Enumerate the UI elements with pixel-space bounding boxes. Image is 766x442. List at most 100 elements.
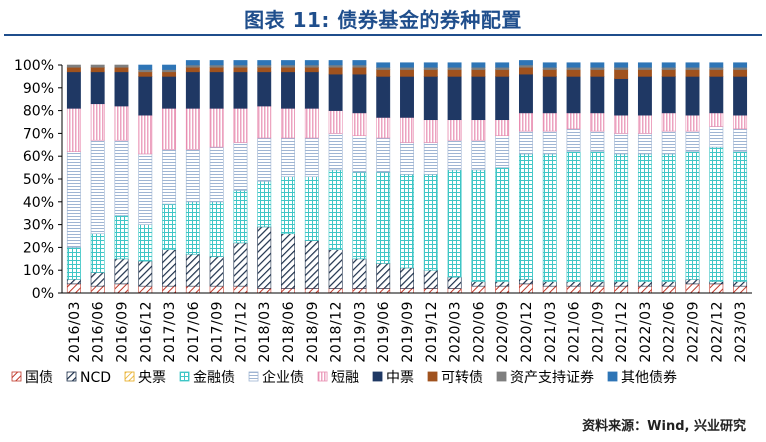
- bar-segment-可转债: [304, 66, 319, 73]
- x-tick-label: 2021/12: [614, 301, 630, 363]
- bar-segment-NCD: [400, 267, 414, 289]
- bar-segment-其他债券: [495, 62, 510, 68]
- y-tick-label: 30%: [23, 218, 54, 234]
- bar-segment-NCD: [661, 281, 676, 287]
- bar-segment-国债: [66, 283, 81, 294]
- bar-segment-中票: [352, 73, 367, 114]
- bar-segment-NCD: [209, 256, 224, 287]
- bar-segment-NCD: [281, 233, 295, 289]
- bar-segment-NCD: [257, 226, 272, 289]
- bar-segment-企业债: [257, 137, 272, 182]
- bar-segment-中票: [542, 76, 557, 114]
- bar-segment-资产支持证券: [471, 66, 486, 70]
- bar-segment-资产支持证券: [66, 64, 81, 68]
- bar-segment-国债: [138, 285, 153, 294]
- x-tick-label: 2019/06: [376, 301, 392, 363]
- x-tick-label: 2020/06: [471, 301, 487, 363]
- bar-segment-NCD: [733, 281, 748, 287]
- bar-segment-其他债券: [304, 60, 319, 66]
- bar-segment-国债: [281, 288, 295, 294]
- bar-segment-可转债: [90, 66, 105, 73]
- x-tick-label: 2018/06: [281, 301, 297, 363]
- bar-segment-其他债券: [709, 62, 724, 68]
- bar-segment-中票: [423, 76, 438, 121]
- bar-segment-其他债券: [447, 62, 462, 68]
- x-tick-label: 2016/09: [114, 301, 130, 363]
- bar-segment-企业债: [66, 151, 81, 248]
- bar-segment-企业债: [542, 130, 557, 155]
- legend-label: 企业债: [262, 369, 304, 386]
- bar-segment-可转债: [590, 69, 605, 77]
- bar-segment-企业债: [590, 130, 605, 152]
- bar-segment-可转债: [376, 69, 391, 77]
- y-tick-label: 90%: [23, 81, 54, 97]
- bar-segment-短融: [637, 114, 652, 134]
- bar-segment-国债: [185, 285, 200, 294]
- bar-stack-2023/03: [733, 62, 748, 294]
- bar-segment-资产支持证券: [162, 69, 177, 73]
- bar-segment-企业债: [709, 126, 724, 148]
- bar-segment-可转债: [709, 69, 724, 77]
- x-tick-label: 2020/03: [448, 301, 464, 363]
- bar-segment-企业债: [471, 139, 486, 171]
- bar-segment-金融债: [376, 171, 391, 264]
- bar-segment-资产支持证券: [233, 64, 248, 68]
- bar-segment-其他债券: [138, 64, 153, 70]
- bar-segment-其他债券: [542, 62, 557, 68]
- legend-swatch: [179, 371, 190, 382]
- bar-segment-金融债: [590, 151, 605, 282]
- bar-segment-短融: [423, 119, 438, 143]
- bar-segment-短融: [542, 112, 557, 132]
- x-tick-label: 2022/06: [662, 301, 678, 363]
- y-tick-label: 100%: [14, 58, 54, 74]
- x-tick-label: 2019/09: [400, 301, 416, 363]
- bar-segment-可转债: [423, 69, 438, 77]
- bar-segment-国债: [90, 285, 105, 294]
- bar-segment-金融债: [114, 215, 129, 260]
- x-tick-label: 2022/12: [709, 301, 725, 363]
- y-axis: 0% 10% 20% 30% 40% 50% 60% 70% 80% 90% 100%: [14, 58, 63, 302]
- bar-segment-资产支持证券: [328, 64, 343, 68]
- bar-stack-2019/09: [400, 62, 414, 294]
- bar-segment-可转债: [138, 71, 153, 77]
- bar-segment-中票: [233, 71, 248, 109]
- x-tick-label: 2022/09: [686, 301, 702, 363]
- bar-segment-金融债: [685, 151, 700, 280]
- bar-segment-资产支持证券: [90, 64, 105, 68]
- bar-segment-资产支持证券: [400, 66, 414, 70]
- bar-segment-资产支持证券: [685, 66, 700, 70]
- bar-segment-短融: [447, 119, 462, 141]
- bars-group: [66, 60, 748, 294]
- bar-segment-NCD: [518, 279, 533, 285]
- bar-segment-资产支持证券: [138, 69, 153, 73]
- bar-segment-企业债: [162, 149, 177, 205]
- bar-stack-2017/12: [233, 60, 248, 294]
- y-tick-label: 10%: [23, 263, 54, 279]
- bar-segment-NCD: [376, 263, 391, 289]
- bar-stack-2022/12: [709, 62, 724, 294]
- legend-item-国债: 国债: [11, 370, 53, 386]
- bar-stack-2019/03: [352, 60, 367, 294]
- bar-segment-资产支持证券: [447, 66, 462, 70]
- bar-segment-NCD: [471, 281, 486, 287]
- bar-segment-其他债券: [590, 62, 605, 68]
- bar-segment-其他债券: [637, 62, 652, 68]
- bar-segment-可转债: [614, 69, 629, 79]
- bar-segment-其他债券: [233, 60, 248, 66]
- bar-segment-其他债券: [518, 60, 533, 66]
- bar-segment-中票: [566, 76, 581, 114]
- bar-segment-资产支持证券: [637, 66, 652, 70]
- x-tick-label: 2017/06: [186, 301, 202, 363]
- bar-segment-中票: [518, 73, 533, 114]
- bar-segment-企业债: [400, 142, 414, 175]
- bar-stack-2021/12: [614, 62, 629, 294]
- legend-label: 央票: [138, 370, 166, 386]
- x-tick-label: 2023/03: [733, 301, 749, 363]
- bar-segment-其他债券: [281, 60, 295, 66]
- bar-segment-中票: [661, 76, 676, 114]
- bar-segment-资产支持证券: [495, 66, 510, 70]
- legend-item-资产支持证券: 资产支持证券: [496, 370, 594, 386]
- x-tick-label: 2016/06: [91, 301, 107, 363]
- bar-segment-NCD: [637, 281, 652, 287]
- legend-item-央票: 央票: [124, 370, 166, 386]
